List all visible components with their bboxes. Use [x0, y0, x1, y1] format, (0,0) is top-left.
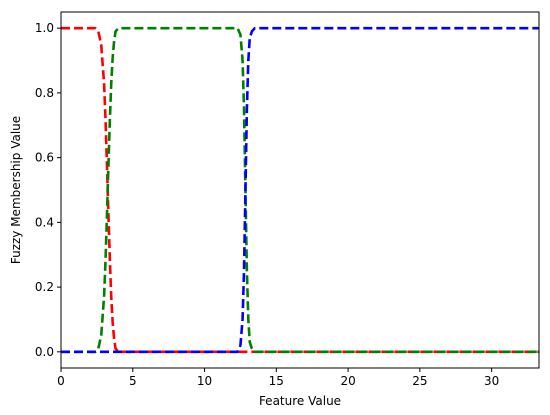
plot-frame — [60, 11, 540, 369]
x-tick-label: 0 — [57, 374, 65, 388]
y-axis-title: Fuzzy Membership Value — [9, 116, 23, 264]
x-axis: 0 5 10 15 20 25 30 — [57, 368, 499, 388]
series-line-1 — [61, 26, 539, 354]
x-tick-label: 25 — [412, 374, 427, 388]
y-tick-label: 0.2 — [35, 280, 54, 294]
y-tick-label: 0.4 — [35, 215, 54, 229]
y-tick-label: 1.0 — [35, 21, 54, 35]
x-tick-label: 30 — [484, 374, 499, 388]
y-axis: 0.0 0.2 0.4 0.6 0.8 1.0 — [35, 21, 61, 359]
series-line-2 — [61, 26, 539, 354]
y-tick-label: 0.8 — [35, 86, 54, 100]
x-tick-label: 5 — [129, 374, 137, 388]
y-tick-label: 0.0 — [35, 345, 54, 359]
series-line-3 — [61, 26, 539, 354]
x-axis-title: Feature Value — [259, 394, 341, 408]
plot-lines — [61, 26, 539, 354]
y-tick-label: 0.6 — [35, 151, 54, 165]
x-tick-label: 20 — [340, 374, 355, 388]
x-tick-label: 15 — [269, 374, 284, 388]
x-tick-label: 10 — [197, 374, 212, 388]
